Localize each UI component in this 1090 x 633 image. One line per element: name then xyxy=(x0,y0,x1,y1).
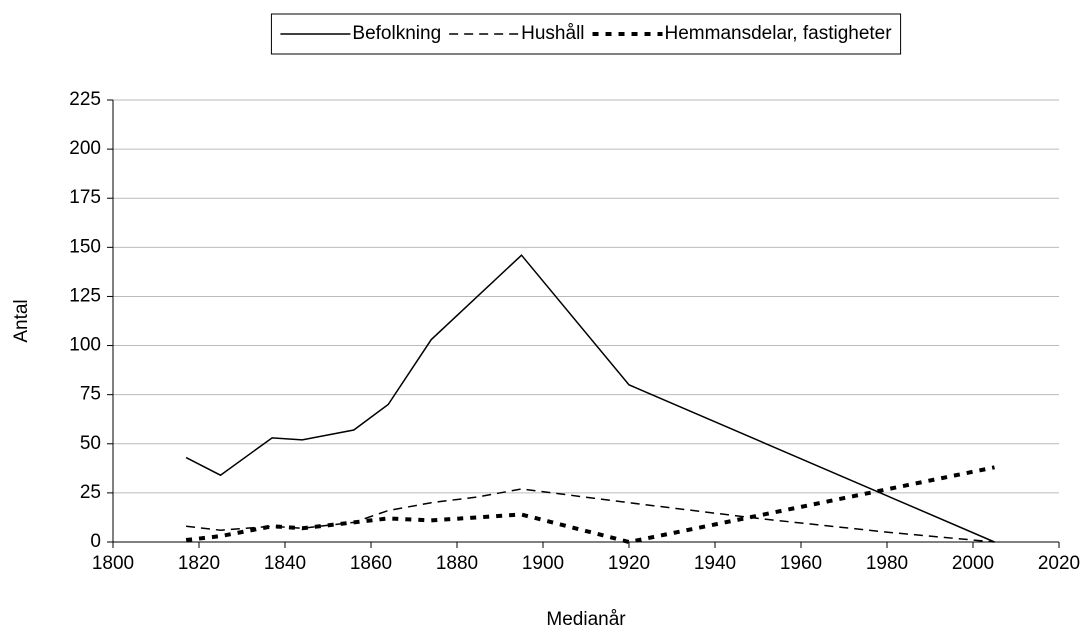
y-tick-label: 75 xyxy=(80,384,101,405)
y-tick-label: 150 xyxy=(69,236,101,257)
x-tick-label: 1840 xyxy=(264,553,306,574)
y-tick-label: 125 xyxy=(69,285,101,306)
legend: Befolkning Hushåll Hemmansdelar, fastighet… xyxy=(270,13,902,55)
x-tick-label: 1960 xyxy=(780,553,822,574)
x-tick-label: 2020 xyxy=(1038,553,1080,574)
y-tick-label: 175 xyxy=(69,187,101,208)
y-tick-label: 100 xyxy=(69,335,101,356)
x-tick-label: 1900 xyxy=(522,553,564,574)
x-tick-label: 1880 xyxy=(436,553,478,574)
x-tick-label: 1860 xyxy=(350,553,392,574)
series-line xyxy=(185,465,995,545)
x-tick-label: 2000 xyxy=(952,553,994,574)
y-tick-label: 25 xyxy=(80,482,101,503)
legend-label: Hemmansdelar, fastigheter xyxy=(665,23,893,44)
series-line xyxy=(186,488,995,543)
x-axis-label: Medianår xyxy=(546,609,626,630)
series-line xyxy=(185,254,995,543)
y-tick-label: 0 xyxy=(90,531,101,552)
x-tick-label: 1920 xyxy=(608,553,650,574)
x-tick-label: 1940 xyxy=(694,553,736,574)
y-tick-label: 200 xyxy=(69,138,101,159)
legend-box xyxy=(270,13,902,55)
x-tick-label: 1820 xyxy=(178,553,220,574)
y-axis-label: Antal xyxy=(11,299,32,342)
legend-label: Befolkning xyxy=(352,23,441,44)
legend-label: Hushåll xyxy=(521,23,584,44)
y-tick-label: 50 xyxy=(80,433,101,454)
y-tick-label: 225 xyxy=(69,89,101,110)
x-tick-label: 1800 xyxy=(92,553,134,574)
x-tick-label: 1980 xyxy=(866,553,908,574)
